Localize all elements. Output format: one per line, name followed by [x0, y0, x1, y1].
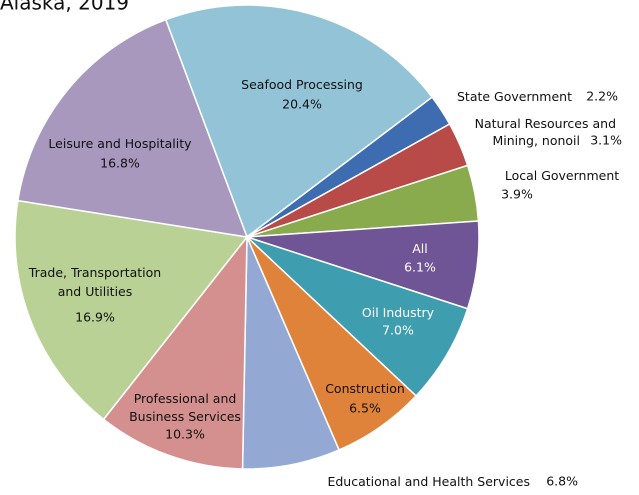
slice-label: Natural Resources and Mining, nonoil: [475, 116, 616, 148]
slice-label: Educational and Health Services: [327, 474, 530, 489]
slice-value-label: 6.1%: [404, 260, 436, 275]
slice-value-label: 7.0%: [382, 323, 414, 338]
slice-value-label: 20.4%: [282, 97, 322, 112]
slice-label: Local Government: [505, 168, 619, 183]
pie-slice: [14, 199, 249, 421]
slice-value-label: 3.9%: [501, 187, 533, 202]
slice-value-label: 10.3%: [165, 427, 205, 442]
slice-value-label: 2.2%: [586, 89, 618, 104]
pie-slice: [246, 236, 469, 397]
slice-label: Seafood Processing: [241, 77, 363, 92]
slice-value-label: 16.9%: [75, 310, 115, 325]
pie-slice: [102, 234, 248, 470]
slice-value-label: 16.8%: [100, 156, 140, 171]
slice-label: Professional and Business Services: [129, 391, 241, 424]
slice-value-label: 6.8%: [546, 474, 578, 489]
slice-label: All: [412, 241, 428, 256]
slice-value-label: 6.5%: [349, 401, 381, 416]
slice-label: Trade, Transportation and Utilities: [28, 265, 161, 299]
slice-label: Leisure and Hospitality: [48, 136, 192, 151]
pie-slice: [17, 18, 249, 238]
slice-label: Oil Industry: [362, 305, 435, 320]
chart-title: Alaska, 2019: [0, 0, 129, 15]
slice-value-label: 3.1%: [590, 133, 622, 148]
slice-label: State Government: [457, 89, 572, 104]
pie-slice: [164, 4, 434, 239]
slice-label: Construction: [325, 381, 405, 396]
